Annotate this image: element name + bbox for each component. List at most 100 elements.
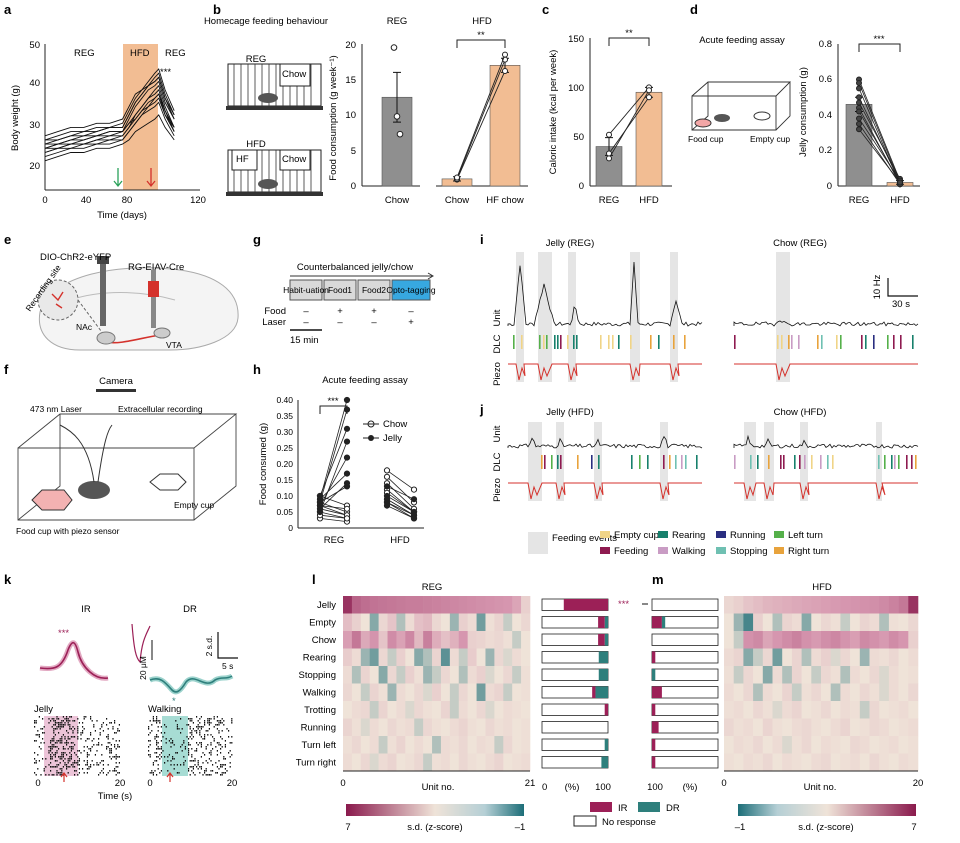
k-jelly: Jelly (34, 704, 53, 715)
h-ytick: 0.20 (276, 459, 293, 469)
food-hopper-chow (279, 149, 311, 171)
j-row-dlc: DLC (492, 452, 503, 471)
pair-line (319, 505, 348, 510)
heat-cell (414, 683, 424, 702)
syringe-icon (148, 281, 159, 297)
spike-tick (77, 736, 79, 738)
spike-tick (117, 744, 119, 746)
heat-cell (821, 596, 831, 614)
spike-tick (183, 764, 185, 766)
heat-cell (840, 631, 851, 649)
heat-cell (351, 683, 362, 702)
heat-cell (733, 596, 744, 614)
mouse-icon (714, 114, 730, 122)
g-scale: 15 min (290, 335, 319, 346)
spike-tick (56, 722, 58, 724)
d-title: Acute feeding assay (699, 35, 785, 46)
i-scale-y: 10 Hz (872, 274, 883, 299)
response-bar-frame (651, 721, 719, 734)
fiber-tether (59, 424, 113, 483)
spike-tick (220, 752, 222, 754)
c-sig-bracket (608, 37, 650, 46)
spike-tick (223, 720, 225, 722)
response-ir-segment (598, 634, 605, 646)
spike-tick (90, 750, 92, 752)
spike-tick (191, 760, 193, 762)
g-title: Counterbalanced jelly/chow (297, 262, 413, 273)
spike-tick (223, 772, 225, 774)
heat-cell (772, 701, 783, 719)
heat-cell (908, 596, 919, 614)
spike-tick (172, 756, 174, 758)
heat-cell (360, 666, 371, 684)
brain-outline (38, 267, 239, 351)
heat-cell (782, 666, 793, 684)
spike-tick (181, 728, 183, 730)
spike-tick (66, 744, 68, 746)
heat-cell (888, 701, 899, 719)
spike-tick (35, 720, 37, 722)
red-arrow-icon (60, 772, 68, 782)
spike-tick (156, 716, 158, 718)
legend-ir-swatch (590, 802, 612, 812)
spike-tick (62, 716, 64, 718)
spike-tick (107, 746, 109, 748)
spike-tick (78, 722, 80, 724)
h-points (316, 396, 418, 525)
spike-tick (189, 726, 191, 728)
spike-tick (48, 722, 50, 724)
cage1-label: REG (246, 54, 267, 65)
spike-tick (109, 750, 111, 752)
heat-cell (743, 666, 754, 684)
heat-cell (888, 613, 899, 632)
k-xtick: 0 (35, 778, 40, 789)
spike-tick (62, 766, 64, 768)
spike-tick (64, 736, 66, 738)
spike-tick (64, 738, 66, 740)
spike-tick (115, 732, 117, 734)
spike-tick (94, 754, 96, 756)
heat-cell (811, 648, 822, 667)
feeding-event-shade (670, 252, 678, 382)
heat-cell (494, 683, 504, 702)
spike-tick (93, 738, 95, 740)
data-point (383, 473, 391, 480)
pair-line (319, 518, 348, 522)
heat-cell (369, 666, 379, 684)
spike-tick (180, 732, 182, 734)
heat-cell (467, 596, 477, 614)
b-bar2-label: Chow (445, 195, 469, 206)
spike-tick (157, 720, 159, 722)
spike-tick (62, 724, 64, 726)
spike-tick (154, 770, 156, 772)
response-bar-frame (541, 756, 609, 769)
heat-cell (440, 648, 451, 667)
spike-tick (106, 736, 108, 738)
spike-tick (38, 734, 40, 736)
h-sig-bracket (319, 405, 348, 414)
spike-tick (220, 720, 222, 722)
spike-tick (67, 772, 69, 774)
heat-cell (387, 648, 397, 667)
heat-cell (485, 648, 495, 667)
heat-cell (840, 753, 851, 772)
heat-cell (762, 736, 773, 754)
spike-tick (167, 760, 169, 762)
heat-cell (753, 718, 764, 737)
heat-cell (521, 753, 531, 772)
l-row-label: Jelly (317, 600, 336, 611)
heat-cell (762, 753, 773, 772)
heat-cell (908, 683, 919, 702)
spike-tick (50, 740, 52, 742)
weight-line (45, 76, 175, 141)
heat-cell (449, 701, 460, 719)
heat-cell (888, 718, 899, 737)
spike-tick (162, 736, 164, 738)
i-feeding-shades (516, 252, 790, 382)
heat-cell (449, 648, 460, 667)
heat-cell (387, 753, 397, 772)
spike-tick (183, 756, 185, 758)
spike-tick (85, 716, 87, 718)
heat-cell (791, 683, 802, 702)
